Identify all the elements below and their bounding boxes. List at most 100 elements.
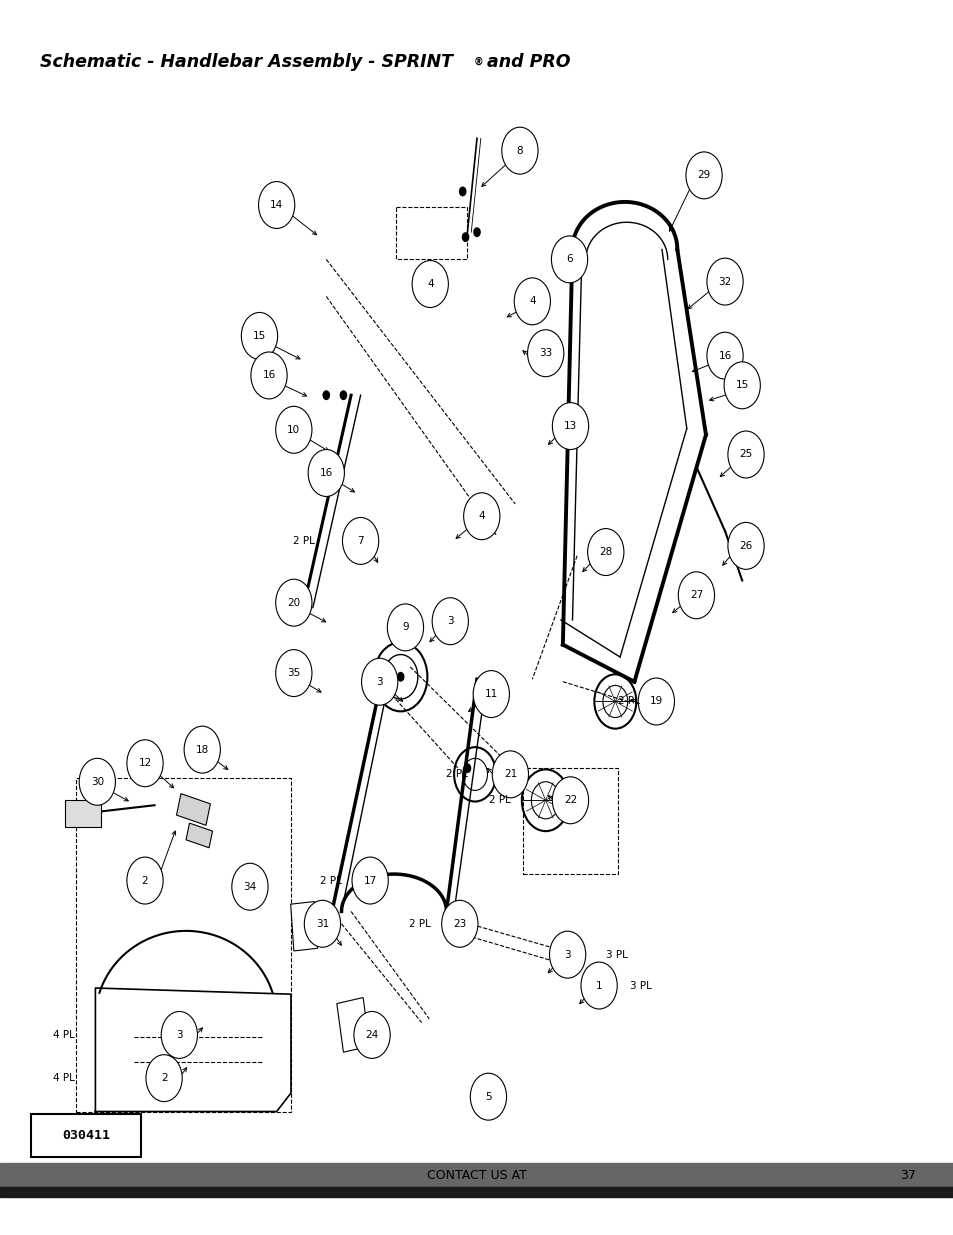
Text: 2 PL: 2 PL [409,919,431,929]
Circle shape [706,258,742,305]
Text: 3 PL: 3 PL [629,981,651,990]
Circle shape [501,127,537,174]
Text: and PRO: and PRO [480,53,570,72]
Bar [176,794,211,825]
Circle shape [454,919,461,929]
Text: 26: 26 [739,541,752,551]
Text: 3 PL: 3 PL [605,950,627,960]
Text: 4 PL: 4 PL [52,1073,74,1083]
Circle shape [127,857,163,904]
Text: 21: 21 [503,769,517,779]
Bar [186,823,213,847]
Text: 32: 32 [718,277,731,287]
Bar [291,902,317,951]
Circle shape [275,579,312,626]
Text: 35: 35 [287,668,300,678]
Circle shape [184,726,220,773]
Circle shape [339,390,347,400]
Circle shape [678,572,714,619]
Circle shape [275,650,312,697]
Circle shape [514,278,550,325]
Text: 31: 31 [315,919,329,929]
Circle shape [458,186,466,196]
Text: 4: 4 [529,296,535,306]
Circle shape [492,751,528,798]
Circle shape [352,857,388,904]
Circle shape [241,312,277,359]
Text: 8: 8 [517,146,522,156]
Text: 3: 3 [564,950,570,960]
Text: 4 PL: 4 PL [52,1030,74,1040]
Circle shape [425,279,433,289]
Text: 25: 25 [739,450,752,459]
Circle shape [322,390,330,400]
Text: 2 PL: 2 PL [488,795,510,805]
Text: 16: 16 [319,468,333,478]
Text: 2 PL: 2 PL [293,536,314,546]
Text: 7: 7 [357,536,363,546]
Text: 4: 4 [427,279,433,289]
Circle shape [473,227,480,237]
Text: 13: 13 [563,421,577,431]
Bar [0,1163,953,1188]
Circle shape [232,863,268,910]
Text: 33: 33 [538,348,552,358]
Text: 30: 30 [91,777,104,787]
Text: 15: 15 [735,380,748,390]
Text: 3: 3 [376,677,382,687]
Text: 2: 2 [161,1073,167,1083]
Text: 3: 3 [176,1030,182,1040]
Text: 17: 17 [363,876,376,885]
Text: 16: 16 [718,351,731,361]
Circle shape [477,511,485,521]
Text: 29: 29 [697,170,710,180]
Circle shape [342,517,378,564]
Circle shape [441,900,477,947]
Text: 3: 3 [447,616,453,626]
Circle shape [361,658,397,705]
Circle shape [580,962,617,1009]
Text: Schematic - Handlebar Assembly - SPRINT: Schematic - Handlebar Assembly - SPRINT [40,53,453,72]
Bar [0,1187,953,1197]
Circle shape [706,332,742,379]
Circle shape [79,758,115,805]
Circle shape [412,261,448,308]
Text: 2 PL: 2 PL [319,876,341,885]
Text: 4: 4 [478,511,484,521]
Circle shape [638,678,674,725]
Circle shape [304,900,340,947]
Text: 14: 14 [270,200,283,210]
Text: 2: 2 [142,876,148,885]
Text: 19: 19 [649,697,662,706]
Text: 15: 15 [253,331,266,341]
Circle shape [549,931,585,978]
Circle shape [551,236,587,283]
Circle shape [396,672,404,682]
Circle shape [727,522,763,569]
Text: ®: ® [474,57,483,67]
Text: 2 PL: 2 PL [618,697,639,706]
Text: 030411: 030411 [62,1129,110,1142]
Circle shape [470,1073,506,1120]
Circle shape [552,403,588,450]
Text: CONTACT US AT: CONTACT US AT [427,1170,526,1182]
Text: 27: 27 [689,590,702,600]
Text: 2 PL: 2 PL [445,769,467,779]
Text: 10: 10 [287,425,300,435]
Circle shape [161,1011,197,1058]
Circle shape [463,763,471,773]
Text: 28: 28 [598,547,612,557]
Circle shape [723,362,760,409]
Circle shape [387,604,423,651]
Circle shape [146,1055,182,1102]
Text: 37: 37 [899,1170,915,1182]
Text: 16: 16 [262,370,275,380]
Circle shape [251,352,287,399]
Text: 11: 11 [484,689,497,699]
Text: 5: 5 [485,1092,491,1102]
Text: 6: 6 [566,254,572,264]
Circle shape [275,406,312,453]
Text: 34: 34 [243,882,256,892]
Circle shape [354,1011,390,1058]
Circle shape [308,450,344,496]
